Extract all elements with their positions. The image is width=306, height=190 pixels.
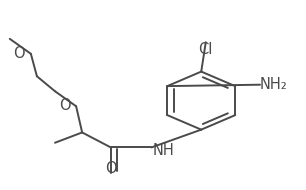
Text: O: O (105, 161, 117, 176)
Text: Cl: Cl (199, 42, 213, 57)
Text: O: O (59, 98, 71, 113)
Text: NH: NH (153, 143, 175, 158)
Text: O: O (13, 46, 25, 61)
Text: NH₂: NH₂ (260, 77, 288, 92)
